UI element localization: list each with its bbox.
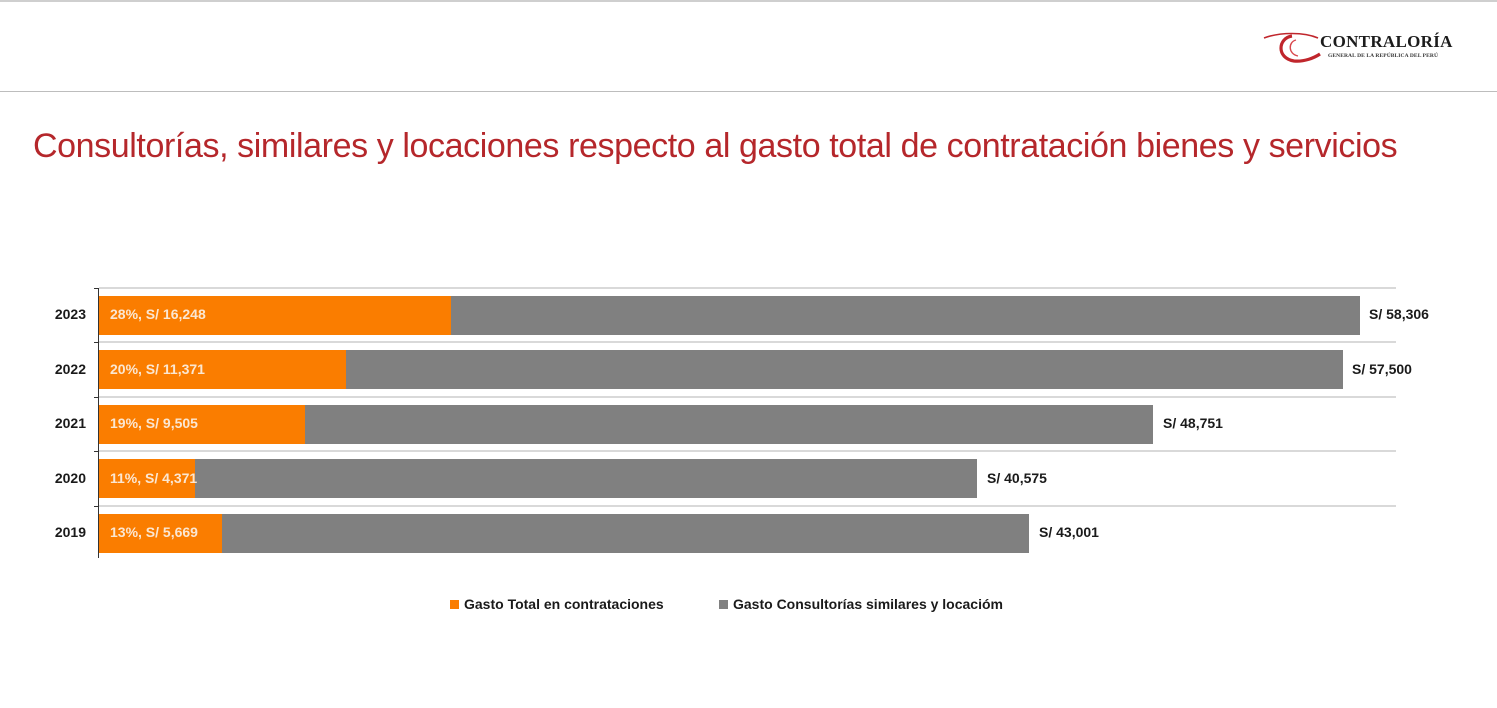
axis-tick: [94, 342, 99, 343]
header-divider: [0, 91, 1497, 92]
orange-swatch-icon: [450, 600, 459, 609]
contraloria-swoosh-icon: [1263, 32, 1321, 63]
legend-item-gasto-total: Gasto Total en contrataciones: [450, 596, 664, 612]
y-tick-label: 2020: [54, 470, 86, 486]
bar-consultorias-2019: [99, 514, 1029, 553]
gridline: [99, 450, 1396, 452]
bar-gasto-total-2019: [99, 514, 222, 553]
bar-label-end: S/ 58,306: [1369, 306, 1429, 322]
axis-tick: [94, 397, 99, 398]
logo-subtitle: GENERAL DE LA REPÚBLICA DEL PERÚ: [1328, 53, 1439, 59]
bar-label-end: S/ 48,751: [1163, 415, 1223, 431]
bar-gasto-total-2022: [99, 350, 346, 389]
bar-label-inner: 19%, S/ 9,505: [110, 415, 198, 431]
gridline: [99, 341, 1396, 343]
gridline: [99, 505, 1396, 507]
contraloria-logo: CONTRALORÍA GENERAL DE LA REPÚBLICA DEL …: [1262, 30, 1462, 66]
bar-label-inner: 28%, S/ 16,248: [110, 306, 206, 322]
y-tick-label: 2019: [54, 524, 86, 540]
bar-label-end: S/ 57,500: [1352, 361, 1412, 377]
page-title: Consultorías, similares y locaciones res…: [33, 127, 1398, 165]
bar-consultorias-2020: [99, 459, 977, 498]
y-tick-label: 2022: [54, 361, 86, 377]
bar-label-end: S/ 43,001: [1039, 524, 1099, 540]
gridline: [99, 287, 1396, 289]
bar-label-inner: 11%, S/ 4,371: [110, 470, 198, 486]
logo-name: CONTRALORÍA: [1320, 32, 1453, 51]
y-tick-label: 2021: [54, 415, 86, 431]
bar-gasto-total-2020: [99, 459, 195, 498]
bar-gasto-total-2023: [99, 296, 451, 335]
bar-gasto-total-2021: [99, 405, 305, 444]
top-border: [0, 0, 1497, 2]
legend-item-consultorias: Gasto Consultorías similares y locacióm: [719, 596, 1003, 612]
bar-label-end: S/ 40,575: [987, 470, 1047, 486]
axis-tick: [94, 506, 99, 507]
y-axis: [98, 288, 99, 558]
axis-tick: [94, 288, 99, 289]
y-tick-label: 2023: [54, 306, 86, 322]
gridline: [99, 396, 1396, 398]
bar-label-inner: 13%, S/ 5,669: [110, 524, 198, 540]
legend-label: Gasto Total en contrataciones: [464, 596, 664, 612]
bar-label-inner: 20%, S/ 11,371: [110, 361, 205, 377]
axis-tick: [94, 451, 99, 452]
legend-label: Gasto Consultorías similares y locacióm: [733, 596, 1003, 612]
gray-swatch-icon: [719, 600, 728, 609]
